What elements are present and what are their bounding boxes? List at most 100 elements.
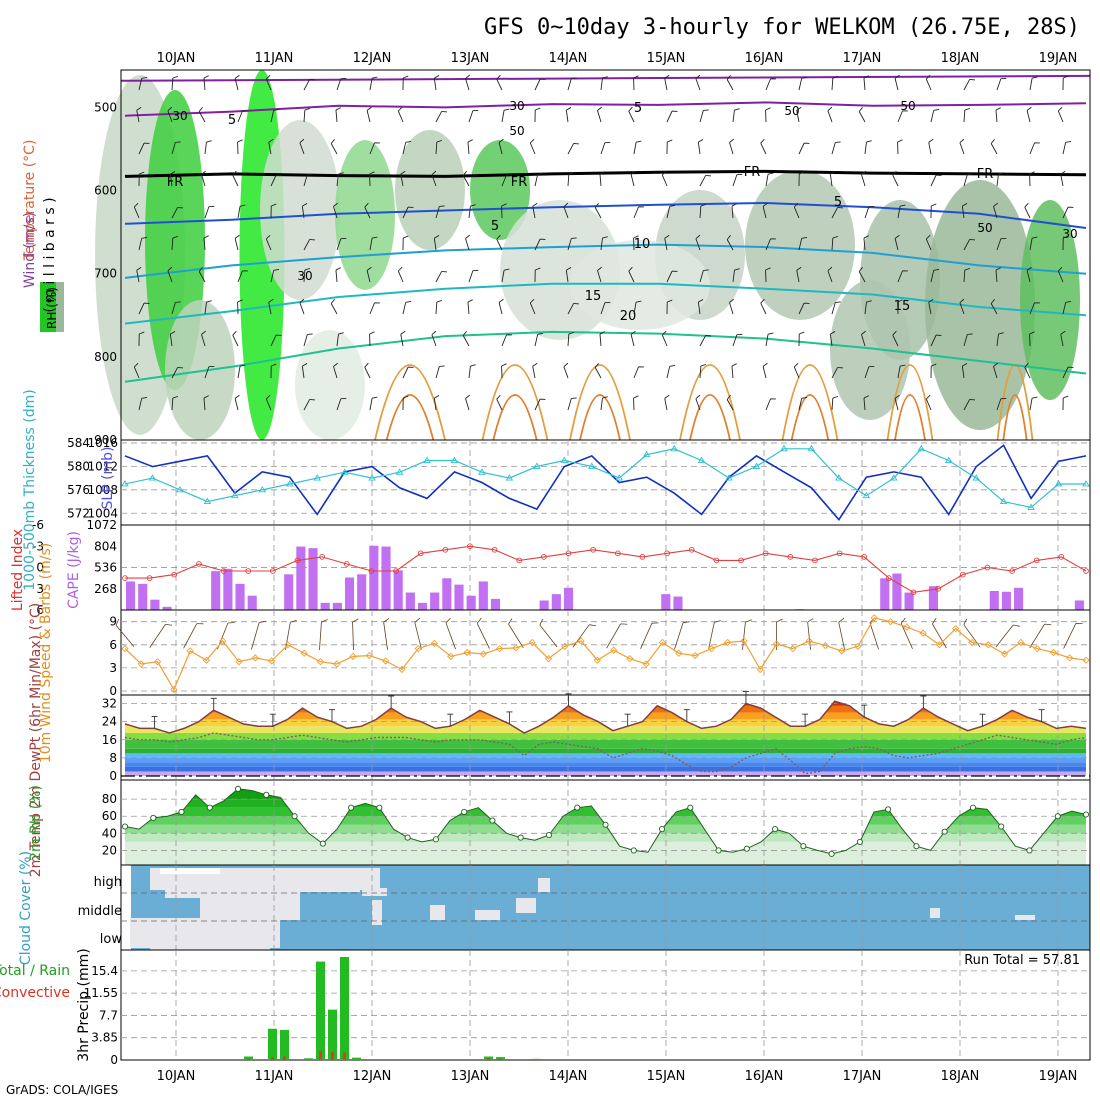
barb-shaft	[330, 143, 338, 155]
precip-tick: 15.4	[91, 964, 118, 978]
barb-flag	[170, 171, 176, 175]
barb-shaft	[133, 366, 140, 379]
barb-shaft	[633, 142, 637, 155]
barb-shaft	[539, 624, 558, 648]
cape-bar	[989, 590, 999, 610]
cape-bar	[344, 577, 355, 610]
barb-shaft	[567, 398, 572, 411]
isotherm-20	[124, 330, 1087, 383]
wind-barb	[431, 170, 437, 187]
cloud-cell	[930, 908, 940, 918]
barb-shaft	[149, 624, 166, 648]
barb-shaft	[303, 269, 306, 283]
rh-point	[828, 850, 835, 857]
barb-flag	[539, 618, 544, 626]
thickness-point	[780, 444, 788, 452]
barb-flag	[139, 331, 145, 335]
rh-point	[376, 804, 383, 811]
wind-barb	[402, 75, 409, 91]
barb-flag	[1026, 266, 1032, 271]
wind-barb	[1057, 266, 1064, 283]
wind-barb	[892, 330, 899, 347]
wind-barb	[431, 330, 437, 347]
thickness-point	[423, 456, 431, 463]
barb-shaft	[959, 302, 965, 315]
rh-point	[602, 821, 609, 828]
barb-flag	[335, 267, 341, 271]
thickness-point	[587, 462, 596, 469]
cape-bar	[442, 578, 452, 610]
lifted-index-point	[664, 550, 670, 557]
wind-barb	[1060, 170, 1066, 187]
barb-flag	[832, 395, 839, 399]
cloud-ylabel: Cloud Cover (%)	[18, 851, 34, 965]
barb-shaft	[435, 206, 440, 219]
wind-barb	[572, 624, 596, 648]
barb-shaft	[699, 270, 704, 283]
profile-ylabel-text: Wind (m/s)	[22, 212, 38, 288]
wind-barb	[633, 140, 642, 155]
wind-barb	[369, 236, 378, 251]
wind-barb	[217, 622, 235, 650]
cape-tick: 268	[94, 582, 117, 596]
wind-barb	[897, 270, 908, 283]
barb-flag	[998, 172, 1004, 175]
barb-shaft	[864, 142, 867, 155]
barb-flag	[894, 394, 900, 399]
barb-flag	[963, 618, 968, 625]
wind-barb	[333, 362, 338, 379]
wind-barb	[335, 267, 341, 283]
slp-tick: 1012	[87, 459, 118, 473]
wind-speed-point	[447, 652, 455, 660]
wind-barb	[1029, 171, 1035, 187]
wind-barb	[501, 174, 512, 187]
wind-barb	[508, 618, 524, 649]
barb-shaft	[400, 174, 404, 187]
rh-point	[856, 838, 863, 845]
barb-flag	[959, 138, 965, 144]
barb-shaft	[435, 271, 443, 283]
barb-flag	[201, 170, 206, 175]
barb-shaft	[996, 174, 999, 187]
barb-flag	[1065, 141, 1072, 143]
wind-barb	[838, 617, 845, 650]
barb-flag	[1031, 396, 1038, 399]
barb-shaft	[666, 110, 673, 123]
rh-point	[461, 808, 468, 815]
wind-speed-point	[1082, 656, 1090, 664]
barb-shaft	[467, 302, 470, 315]
barb-flag	[1026, 106, 1032, 111]
barb-flag	[959, 298, 965, 304]
barb-flag	[838, 617, 845, 623]
barb-flag	[664, 234, 670, 239]
barb-shaft	[198, 111, 206, 123]
barb-shaft	[731, 366, 734, 379]
cape-bar	[539, 600, 549, 610]
wind-barb	[697, 299, 704, 315]
barb-flag	[408, 206, 414, 208]
wind-speed-point	[561, 642, 569, 650]
wind-barb	[897, 299, 903, 315]
barb-shaft	[928, 302, 932, 315]
cloud-cell	[330, 870, 370, 890]
barb-flag	[371, 236, 378, 239]
wind-barb	[270, 203, 277, 219]
wind-speed-point	[316, 658, 325, 666]
profile-ylabel: Wind (m/s) ( m i l l i b a r s )	[22, 197, 58, 312]
barb-flag	[861, 330, 866, 335]
wind-barb	[303, 333, 313, 347]
wind-barb	[742, 619, 752, 650]
barb-flag	[403, 235, 409, 239]
slp-tick: 1004	[87, 506, 118, 520]
barb-shaft	[894, 398, 899, 411]
wind-speed-point	[854, 642, 862, 650]
precip-bar	[496, 1057, 505, 1060]
wind-barb	[1062, 301, 1072, 315]
barb-flag	[465, 234, 470, 239]
wind-barb	[807, 618, 814, 650]
barb-shaft	[762, 206, 767, 219]
barb-shaft	[572, 624, 590, 648]
barb-flag	[736, 333, 743, 336]
barb-shaft	[1024, 367, 1031, 379]
wind-barb	[534, 173, 544, 187]
